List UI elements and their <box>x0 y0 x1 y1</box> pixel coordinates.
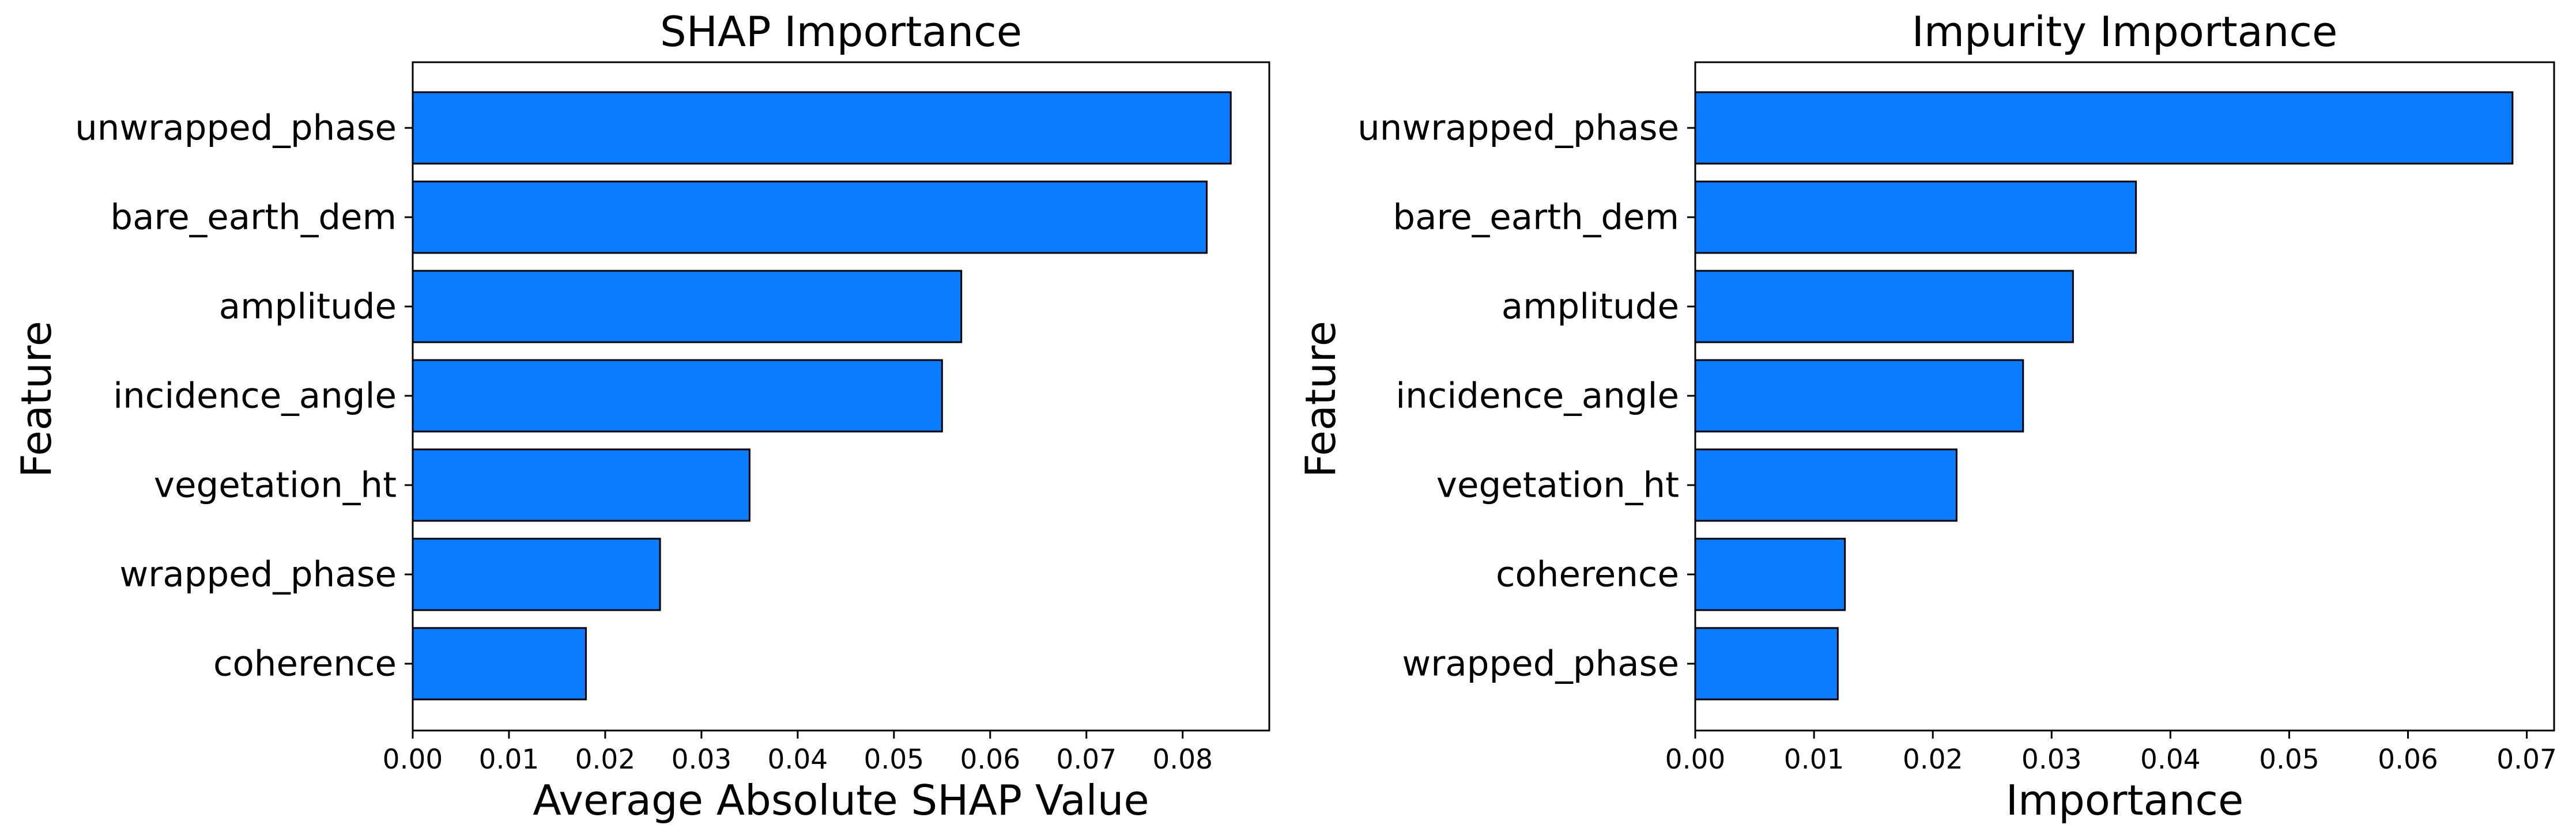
bar <box>1694 270 2074 343</box>
x-tick-label: 0.00 <box>383 744 443 775</box>
x-tick-label: 0.01 <box>1784 744 1845 775</box>
category-label: incidence_angle <box>1396 376 1679 417</box>
bar <box>412 91 1232 165</box>
category-labels: unwrapped_phase bare_earth_dem amplitude in… <box>1357 108 1695 684</box>
x-tick-label: 0.01 <box>479 744 540 775</box>
bar <box>412 448 750 522</box>
category-label: amplitude <box>219 286 397 327</box>
bar <box>1694 448 1958 522</box>
bar <box>412 538 661 611</box>
category-label: coherence <box>213 644 397 684</box>
x-axis-label: Average Absolute SHAP Value <box>533 776 1149 824</box>
category-label: amplitude <box>1502 286 1679 327</box>
category-label: incidence_angle <box>113 376 397 417</box>
bar-group <box>412 91 1232 701</box>
x-ticks: 0.00 0.01 0.02 0.03 0.04 0.05 0.06 0.07 0.08 <box>383 731 1213 775</box>
y-axis-label: Feature <box>12 321 61 478</box>
x-tick-label: 0.03 <box>672 744 732 775</box>
impurity-importance-panel: Impurity Importance Importance Feature u… <box>1296 7 2557 824</box>
x-tick-label: 0.03 <box>2021 744 2082 775</box>
shap-importance-panel: SHAP Importance Average Absolute SHAP Va… <box>12 7 1270 824</box>
category-label: wrapped_phase <box>119 554 397 595</box>
x-tick-label: 0.08 <box>1152 744 1213 775</box>
bar <box>412 180 1208 254</box>
bar <box>412 627 587 701</box>
bar <box>412 270 963 343</box>
chart-title: SHAP Importance <box>660 7 1022 56</box>
x-tick-label: 0.04 <box>768 744 828 775</box>
bar-group <box>1694 91 2514 701</box>
x-tick-label: 0.07 <box>2496 744 2557 775</box>
x-axis-label: Importance <box>2006 776 2244 824</box>
bar <box>412 359 943 433</box>
category-label: vegetation_ht <box>154 465 397 506</box>
chart-title: Impurity Importance <box>1912 7 2338 56</box>
x-tick-label: 0.05 <box>864 744 925 775</box>
x-tick-label: 0.07 <box>1056 744 1117 775</box>
x-tick-label: 0.06 <box>2378 744 2438 775</box>
bar <box>1694 180 2137 254</box>
category-labels: unwrapped_phase bare_earth_dem amplitude in… <box>75 108 413 684</box>
plot-frame <box>412 61 1270 732</box>
y-axis-label: Feature <box>1296 321 1345 478</box>
category-label: unwrapped_phase <box>75 108 397 149</box>
x-tick-label: 0.02 <box>575 744 636 775</box>
x-ticks: 0.00 0.01 0.02 0.03 0.04 0.05 0.06 0.07 <box>1665 731 2557 775</box>
category-label: bare_earth_dem <box>110 197 397 238</box>
category-label: wrapped_phase <box>1402 644 1679 684</box>
bar <box>1694 627 1839 701</box>
bar <box>1694 91 2514 165</box>
category-label: bare_earth_dem <box>1393 197 1679 238</box>
category-label: unwrapped_phase <box>1357 108 1679 149</box>
bar <box>1694 359 2024 433</box>
x-tick-label: 0.05 <box>2259 744 2319 775</box>
plot-frame <box>1694 61 2555 732</box>
x-tick-label: 0.06 <box>960 744 1020 775</box>
bar <box>1694 538 1846 611</box>
category-label: vegetation_ht <box>1436 465 1679 506</box>
category-label: coherence <box>1496 554 1679 595</box>
x-tick-label: 0.02 <box>1903 744 1963 775</box>
x-tick-label: 0.00 <box>1665 744 1726 775</box>
x-tick-label: 0.04 <box>2140 744 2201 775</box>
